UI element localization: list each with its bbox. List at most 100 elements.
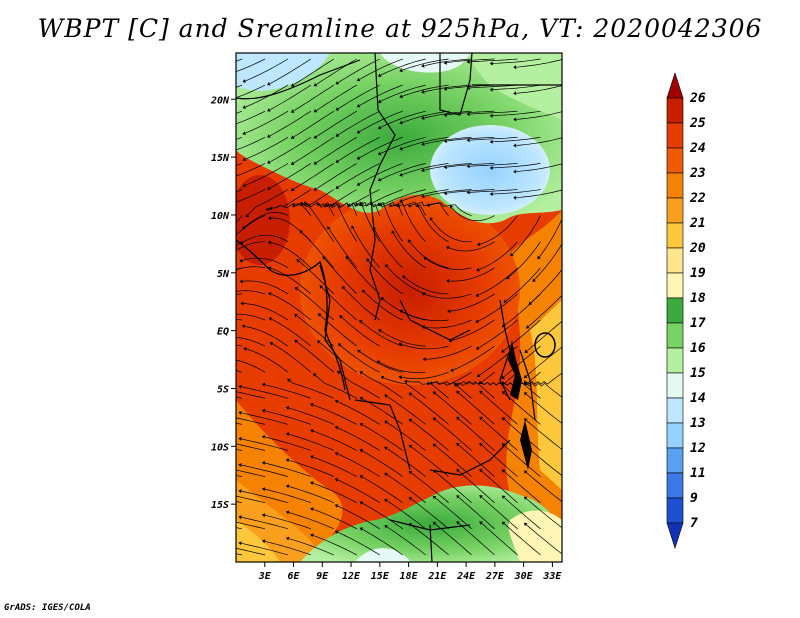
streamline-arrow xyxy=(325,203,329,208)
streamline xyxy=(296,341,335,373)
streamline xyxy=(236,469,266,477)
streamline xyxy=(264,436,312,451)
streamline-arrow xyxy=(398,375,402,380)
streamline xyxy=(243,303,289,321)
streamline-arrow xyxy=(366,258,370,262)
streamline xyxy=(434,471,472,503)
streamline xyxy=(236,521,266,530)
streamline xyxy=(379,202,403,242)
streamline-arrow xyxy=(489,165,493,170)
streamline-arrow xyxy=(299,201,304,205)
colorbar: 26 25 24 23 22 21 20 19 18 17 16 15 14 13 12 11 9 7 xyxy=(666,72,706,549)
streamline xyxy=(481,418,518,451)
streamline xyxy=(236,266,266,271)
streamline-arrow xyxy=(356,130,361,134)
streamline-arrow xyxy=(408,392,413,397)
colorbar-segment xyxy=(666,322,684,349)
streamline xyxy=(505,267,541,302)
streamline-arrow xyxy=(267,266,272,271)
colorbar-segment xyxy=(666,272,684,299)
colorbar-segment xyxy=(666,422,684,449)
streamline xyxy=(269,110,312,137)
streamline-arrow xyxy=(294,287,299,291)
streamline-arrow xyxy=(456,495,460,499)
streamline xyxy=(382,298,426,321)
streamline-arrow xyxy=(313,161,318,165)
streamline xyxy=(293,110,334,138)
streamline xyxy=(477,293,518,322)
streamline xyxy=(516,189,562,199)
streamline-arrow xyxy=(479,495,483,499)
streamline xyxy=(362,450,403,477)
streamline-arrow xyxy=(313,82,318,87)
streamline-arrow xyxy=(334,530,339,534)
streamline xyxy=(361,321,403,347)
streamline xyxy=(245,163,289,186)
streamline-arrow xyxy=(408,418,413,423)
colorbar-segment xyxy=(666,72,684,99)
streamline xyxy=(288,538,334,556)
streamline-arrow xyxy=(489,61,493,66)
streamline xyxy=(301,231,335,269)
streamline-arrow xyxy=(193,327,197,331)
streamline-arrow xyxy=(239,279,243,284)
streamline-arrow xyxy=(477,242,481,247)
lat-tick-label: 15N xyxy=(211,153,230,164)
streamline xyxy=(236,336,266,347)
streamline-arrow xyxy=(294,314,298,318)
streamline xyxy=(302,201,335,216)
streamline xyxy=(446,136,495,142)
colorbar-label: 17 xyxy=(690,316,706,331)
streamline-arrow xyxy=(218,127,221,131)
streamline-arrow xyxy=(267,160,271,164)
streamline-arrow xyxy=(334,452,339,456)
streamline xyxy=(236,189,243,193)
streamline xyxy=(339,189,380,208)
streamline-arrow xyxy=(421,194,425,199)
streamline-arrow xyxy=(265,207,270,211)
colorbar-segment xyxy=(666,197,684,224)
streamline xyxy=(402,311,449,322)
streamline-arrow xyxy=(238,515,242,520)
streamline xyxy=(332,202,358,242)
streamline xyxy=(270,242,312,269)
streamline-arrow xyxy=(242,225,246,229)
streamline-arrow xyxy=(359,423,364,427)
country-borders xyxy=(236,53,562,562)
streamline xyxy=(242,234,289,243)
streamline xyxy=(359,136,403,159)
streamline-arrow xyxy=(319,285,323,289)
colorbar-label: 16 xyxy=(690,341,706,356)
streamline xyxy=(264,540,312,556)
streamline xyxy=(393,232,426,269)
streamline xyxy=(244,211,289,228)
streamline-arrow xyxy=(215,294,219,298)
streamline xyxy=(337,163,380,188)
streamline xyxy=(399,203,426,242)
streamline xyxy=(525,524,562,555)
streamline-arrow xyxy=(285,406,290,410)
streamline-arrow xyxy=(290,135,295,139)
streamline-arrow xyxy=(501,469,506,473)
streamline-arrow xyxy=(334,504,339,508)
streamline xyxy=(401,189,449,202)
streamline-arrow xyxy=(310,533,314,538)
streamline-arrow xyxy=(399,120,403,125)
streamline-arrow xyxy=(513,169,517,174)
streamline-arrow xyxy=(217,356,220,360)
streamline-arrow xyxy=(407,239,412,243)
streamline xyxy=(264,488,312,504)
streamline xyxy=(337,136,380,162)
streamline xyxy=(236,215,243,224)
streamline-arrow xyxy=(380,297,385,301)
streamline xyxy=(312,456,357,477)
streamline-arrow xyxy=(475,293,480,297)
lon-tick-label: 33E xyxy=(542,571,562,582)
streamline-arrow xyxy=(475,346,480,350)
temperature-region-south-green xyxy=(300,485,562,562)
streamline-arrow xyxy=(426,381,430,386)
colorbar-label: 20 xyxy=(689,241,706,256)
colorbar-segment xyxy=(666,247,684,274)
streamline-arrow xyxy=(193,122,196,126)
streamline-arrow xyxy=(245,213,250,218)
